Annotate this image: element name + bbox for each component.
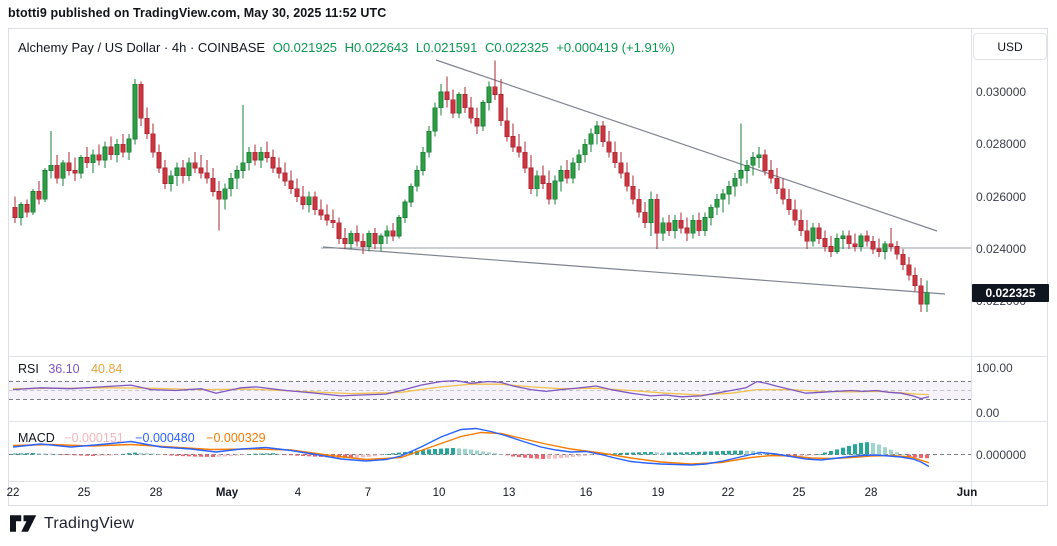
- macd-signal-value: −0.000329: [206, 431, 266, 445]
- price-axis-label[interactable]: 0.028000: [976, 137, 1027, 152]
- currency-toggle-button[interactable]: USD: [973, 33, 1047, 60]
- ohlc-low: L0.021591: [415, 40, 478, 55]
- symbol-title[interactable]: Alchemy Pay / US Dollar · 4h · COINBASE: [18, 40, 266, 55]
- symbol-legend: Alchemy Pay / US Dollar · 4h · COINBASE …: [18, 40, 679, 55]
- time-axis-label[interactable]: 10: [432, 487, 446, 499]
- chart-widget: Alchemy Pay / US Dollar · 4h · COINBASE …: [6, 28, 1049, 506]
- rsi-value: 36.10: [48, 362, 80, 376]
- time-axis-label[interactable]: 25: [77, 487, 91, 499]
- time-axis-label[interactable]: 28: [149, 487, 163, 499]
- time-axis-label[interactable]: 22: [721, 487, 735, 499]
- footer: TradingView: [10, 513, 134, 534]
- rsi-label: RSI: [18, 362, 39, 376]
- time-axis-label[interactable]: 16: [579, 487, 593, 499]
- tradingview-logo-icon[interactable]: [10, 513, 37, 534]
- macd-value: −0.000480: [135, 431, 195, 445]
- ohlc-change: +0.000419 (+1.91%): [556, 40, 675, 55]
- current-price-badge: 0.022325: [972, 283, 1049, 302]
- time-axis-label[interactable]: 19: [651, 487, 665, 499]
- time-axis-label[interactable]: 25: [792, 487, 806, 499]
- main-chart[interactable]: [9, 29, 1047, 505]
- price-axis-label[interactable]: 0.030000: [976, 84, 1027, 99]
- drawings-layer: [321, 59, 971, 295]
- time-axis-label[interactable]: May: [215, 487, 239, 499]
- macd-legend: MACD −0.000151 −0.000480 −0.000329: [18, 431, 266, 445]
- macd-hist-value: −0.000151: [64, 431, 124, 445]
- rsi-pane-layer: [9, 379, 971, 400]
- attribution-text: btotti9 published on TradingView.com, Ma…: [8, 6, 387, 20]
- ohlc-open: O0.021925: [272, 40, 338, 55]
- macd-pane-layer: [9, 427, 971, 468]
- time-axis-label[interactable]: 13: [502, 487, 516, 499]
- time-axis-label[interactable]: 28: [864, 487, 878, 499]
- tradingview-brand-text[interactable]: TradingView: [44, 514, 135, 532]
- macd-axis-label[interactable]: 0.000000: [976, 447, 1027, 462]
- ohlc-close: C0.022325: [485, 40, 549, 55]
- time-axis-label[interactable]: Jun: [956, 487, 978, 499]
- rsi-legend: RSI 36.10 40.84: [18, 362, 122, 376]
- candles-layer: [12, 60, 930, 312]
- time-axis-label[interactable]: 7: [364, 487, 372, 499]
- grid-layer: [9, 29, 1047, 505]
- time-axis-label[interactable]: 22: [6, 487, 20, 499]
- rsi-ma-value: 40.84: [91, 362, 123, 376]
- macd-label: MACD: [18, 431, 55, 445]
- rsi-axis-label[interactable]: 0.00: [976, 406, 1000, 420]
- rsi-axis-label[interactable]: 100.00: [976, 361, 1013, 375]
- price-axis-label[interactable]: 0.026000: [976, 189, 1027, 204]
- time-axis-label[interactable]: 4: [294, 487, 302, 499]
- ohlc-high: H0.022643: [344, 40, 409, 55]
- price-axis-label[interactable]: 0.024000: [976, 242, 1027, 256]
